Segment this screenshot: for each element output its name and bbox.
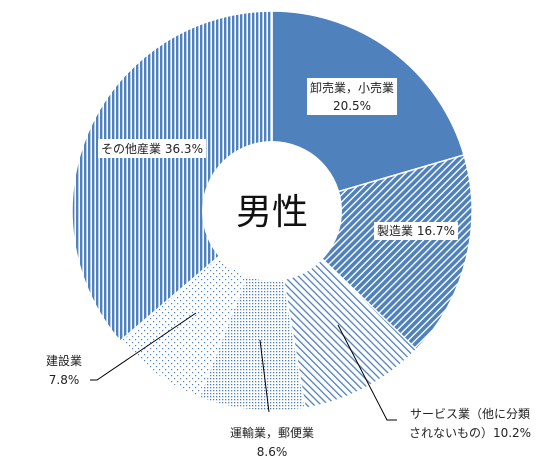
leader-line-services (337, 324, 397, 421)
label-line: 卸売業，小売業 (310, 80, 394, 95)
data-label-other-industries: その他産業 36.3% (98, 139, 206, 158)
data-label-construction: 建設業 7.8% (46, 353, 82, 387)
donut-hole (202, 141, 342, 281)
label-line: 20.5% (333, 99, 371, 113)
label-line: その他産業 36.3% (101, 141, 203, 156)
label-line: サービス業（他に分類 (410, 407, 530, 421)
label-box (374, 222, 458, 240)
data-label-manufacturing: 製造業 16.7% (374, 222, 458, 240)
data-label-transport-postal: 運輸業，郵便業 8.6% (230, 425, 314, 459)
label-line: 8.6% (257, 445, 288, 459)
label-box (306, 78, 398, 115)
leader-line-construction (90, 312, 197, 381)
label-line: 7.8% (49, 373, 80, 387)
label-line: 製造業 16.7% (377, 224, 455, 238)
label-line: 運輸業，郵便業 (230, 425, 314, 440)
center-label: 男性 (236, 192, 308, 233)
leader-line-transport-postal (259, 339, 270, 413)
label-line: 建設業 (46, 353, 82, 368)
label-box (98, 139, 206, 158)
slice-other-industries (71, 10, 273, 343)
label-line: されないもの）10.2% (409, 426, 531, 440)
data-label-wholesale-retail: 卸売業，小売業 20.5% (306, 78, 398, 115)
